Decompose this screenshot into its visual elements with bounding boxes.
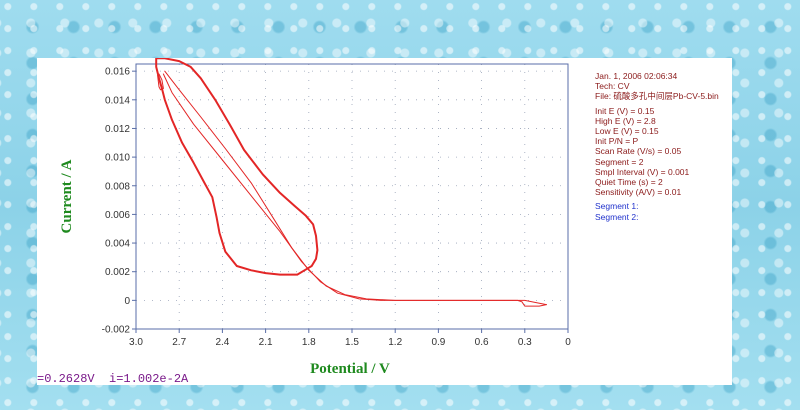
y-tick-label: 0.016 xyxy=(105,67,130,78)
info-param: Scan Rate (V/s) = 0.05 xyxy=(595,146,682,157)
info-param: High E (V) = 2.8 xyxy=(595,115,656,126)
info-param: Segment = 2 xyxy=(595,156,644,167)
x-tick-label: 1.8 xyxy=(302,337,316,348)
y-tick-label: 0.006 xyxy=(105,210,130,221)
x-tick-label: 3.0 xyxy=(129,337,143,348)
x-axis-label: Potential / V xyxy=(310,361,390,377)
segment-2-label: Segment 2: xyxy=(595,211,639,222)
y-tick-label: 0.008 xyxy=(105,181,130,192)
y-tick-label: 0 xyxy=(124,296,130,307)
x-tick-label: 0.9 xyxy=(431,337,445,348)
grid xyxy=(136,64,568,330)
x-tick-label: 0.6 xyxy=(475,337,489,348)
x-tick-label: 2.7 xyxy=(172,337,186,348)
x-tick-label: 1.5 xyxy=(345,337,359,348)
cv-chart: 3.0 2.7 2.4 2.1 1.8 1.5 1.2 0.9 0.6 0.3 0 -0.002 0 0.… xyxy=(59,58,572,377)
x-tick-label: 2.1 xyxy=(259,337,273,348)
segment-1-label: Segment 1: xyxy=(595,201,639,212)
y-axis-label: Current / A xyxy=(59,159,75,233)
traces xyxy=(155,58,547,307)
experiment-info: Jan. 1, 2006 02:06:34 Tech: CV File: 硫酸多… xyxy=(595,71,731,222)
info-datetime: Jan. 1, 2006 02:06:34 xyxy=(595,71,678,81)
x-tick-label: 0 xyxy=(565,337,571,348)
info-param: Low E (V) = 0.15 xyxy=(595,126,659,137)
x-tick-label: 0.3 xyxy=(518,337,532,348)
y-tick-label: 0.002 xyxy=(105,267,130,278)
x-tick-label: 2.4 xyxy=(215,337,229,348)
y-tick-label: 0.004 xyxy=(105,239,130,250)
info-file: File: 硫酸多孔中间层Pb-CV-5.bin xyxy=(595,91,719,102)
info-param: Init E (V) = 0.15 xyxy=(595,105,655,116)
y-tick-label: -0.002 xyxy=(102,325,131,336)
cursor-readout: =0.2628V i=1.002e-2A xyxy=(37,372,189,386)
x-tick-label: 1.2 xyxy=(388,337,402,348)
plot-frame xyxy=(135,63,569,330)
info-param: Quiet Time (s) = 2 xyxy=(595,177,663,188)
cv-trace-loop xyxy=(155,58,319,276)
info-param: Init P/N = P xyxy=(595,136,639,147)
y-tick-label: 0.014 xyxy=(105,95,130,106)
info-tech: Tech: CV xyxy=(595,81,630,92)
y-tick-label: 0.012 xyxy=(105,124,130,135)
cv-trace-scan-return xyxy=(164,70,547,307)
y-tick-label: 0.010 xyxy=(105,153,130,164)
info-param: Sensitivity (A/V) = 0.01 xyxy=(595,187,682,198)
ticks: 3.0 2.7 2.4 2.1 1.8 1.5 1.2 0.9 0.6 0.3 0 -0.002 0 0.… xyxy=(102,67,572,348)
chart-panel: 3.0 2.7 2.4 2.1 1.8 1.5 1.2 0.9 0.6 0.3 0 -0.002 0 0.… xyxy=(37,58,732,385)
info-param: Smpl Interval (V) = 0.001 xyxy=(595,166,690,177)
cv-trace-start-hook xyxy=(157,73,164,91)
